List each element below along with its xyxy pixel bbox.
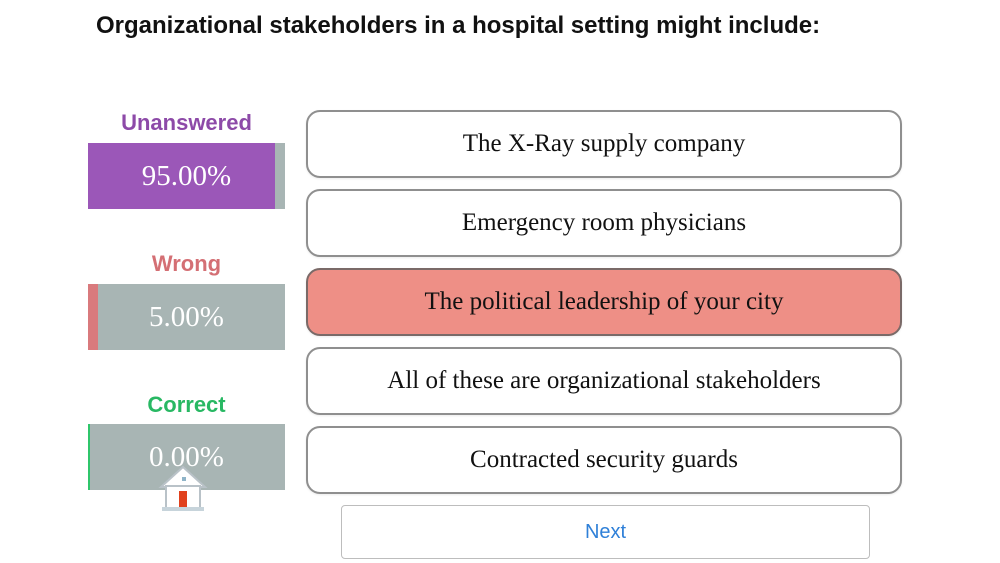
wrong-label: Wrong [151,251,222,276]
correct-percent: 0.00% [149,441,224,473]
answer-option-5[interactable]: Contracted security guards [306,426,902,494]
unanswered-bar: 95.00% [88,143,285,209]
home-icon[interactable] [158,465,208,513]
unanswered-label: Unanswered [121,110,252,135]
answer-option-2[interactable]: Emergency room physicians [306,189,902,257]
answer-option-1[interactable]: The X-Ray supply company [306,110,902,178]
correct-label: Correct [147,392,226,417]
answer-option-4[interactable]: All of these are organizational stakehol… [306,347,902,415]
wrong-bar: 5.00% [88,284,285,350]
wrong-fill [88,284,98,350]
correct-fill [88,424,90,490]
next-button[interactable]: Next [341,505,870,559]
wrong-percent: 5.00% [149,301,224,333]
unanswered-fill [88,143,276,209]
answer-option-3[interactable]: The political leadership of your city [306,268,902,336]
question-title: Organizational stakeholders in a hospita… [96,12,821,39]
unanswered-percent: 95.00% [141,160,232,192]
